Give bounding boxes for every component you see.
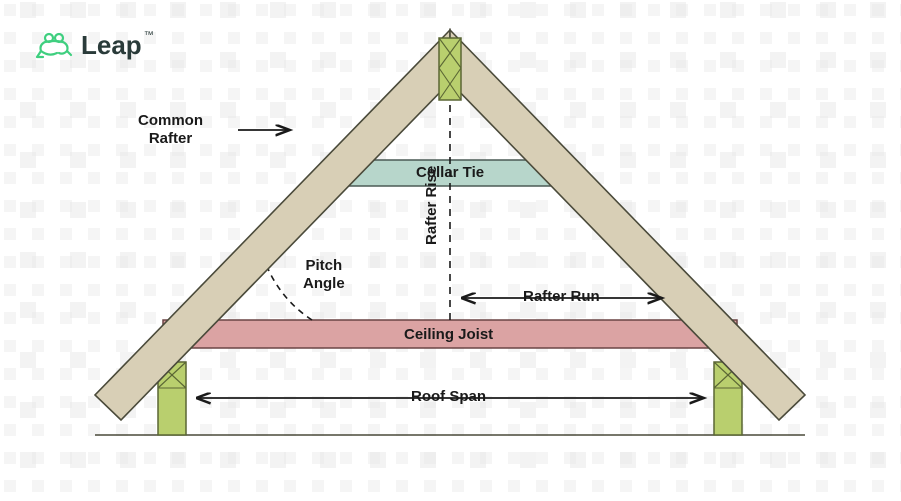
- brand-name: Leap: [81, 30, 142, 60]
- brand-logo: Leap™: [35, 30, 154, 61]
- roof-diagram: [0, 0, 901, 501]
- frog-icon: [35, 31, 75, 61]
- label-rafter-rise: Rafter Rise: [423, 166, 441, 245]
- right-rafter: [450, 30, 805, 420]
- left-rafter: [95, 30, 450, 420]
- brand-tm: ™: [144, 30, 154, 41]
- label-ceiling-joist: Ceiling Joist: [404, 326, 493, 344]
- label-roof-span: Roof Span: [411, 388, 486, 406]
- label-common-rafter: Common Rafter: [138, 112, 203, 148]
- label-rafter-run: Rafter Run: [523, 288, 600, 306]
- label-pitch-angle: Pitch Angle: [303, 257, 345, 293]
- ridge-board: [439, 38, 461, 100]
